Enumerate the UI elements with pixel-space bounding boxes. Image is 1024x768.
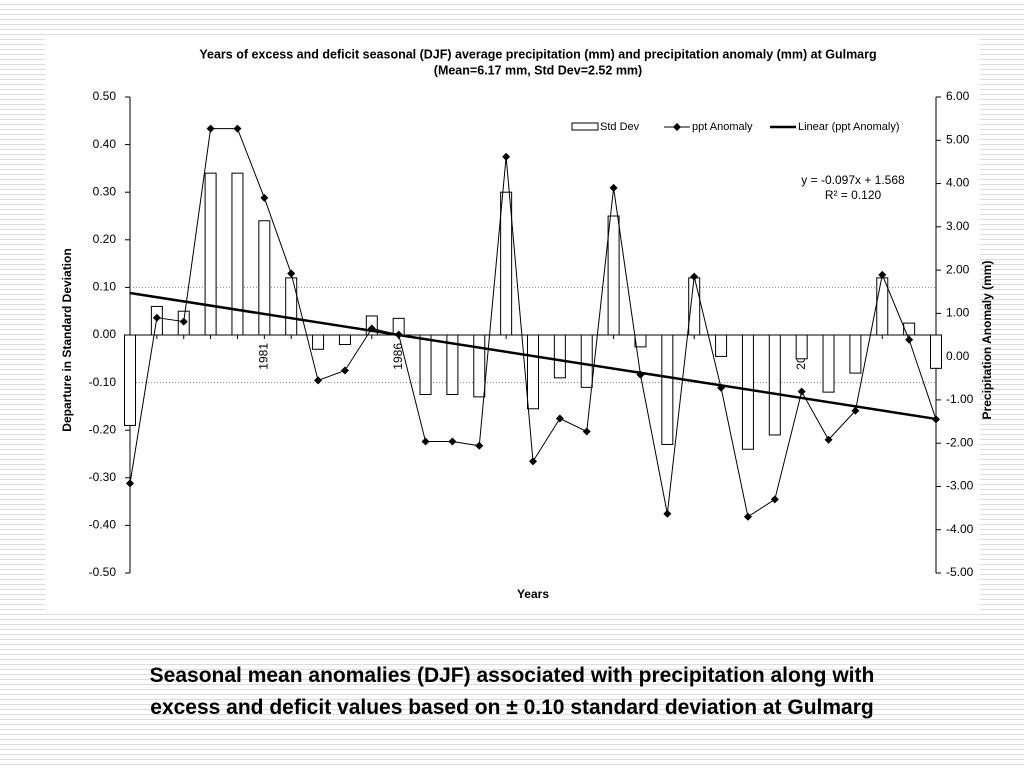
bar bbox=[607, 215, 620, 336]
marker bbox=[448, 437, 457, 446]
marker bbox=[878, 270, 887, 279]
marker bbox=[663, 509, 672, 518]
equation: y = -0.097x + 1.568 bbox=[801, 173, 905, 187]
marker bbox=[851, 406, 860, 415]
r-squared: R² = 0.120 bbox=[825, 188, 882, 202]
marker bbox=[179, 317, 188, 326]
bar bbox=[553, 334, 566, 379]
legend-label: ppt Anomaly bbox=[692, 121, 753, 133]
marker bbox=[582, 427, 591, 436]
y2-tick-label: 6.00 bbox=[946, 89, 970, 103]
y-axis-label: Departure in Standard Deviation bbox=[60, 248, 74, 431]
marker bbox=[475, 441, 484, 450]
y2-tick-label: -4.00 bbox=[946, 522, 974, 536]
y2-tick-label: -5.00 bbox=[946, 565, 974, 579]
bar bbox=[741, 334, 754, 450]
y-tick-label: 0.10 bbox=[93, 280, 117, 294]
y2-tick-label: -2.00 bbox=[946, 435, 974, 449]
bar bbox=[500, 191, 513, 336]
marker bbox=[314, 376, 323, 385]
y2-tick-label: -3.00 bbox=[946, 479, 974, 493]
marker bbox=[152, 313, 161, 322]
bar bbox=[419, 334, 432, 395]
marker bbox=[206, 124, 215, 133]
marker bbox=[797, 387, 806, 396]
caption-line: Seasonal mean anomalies (DJF) associated… bbox=[149, 664, 875, 687]
x-tick-label: 1981 bbox=[257, 343, 271, 370]
bar bbox=[231, 172, 244, 336]
bar bbox=[338, 334, 351, 346]
marker bbox=[824, 435, 833, 444]
y2-tick-label: 2.00 bbox=[946, 262, 970, 276]
marker bbox=[555, 414, 564, 423]
marker bbox=[287, 269, 296, 278]
caption-line: excess and deficit values based on ± 0.1… bbox=[150, 696, 874, 719]
marker bbox=[502, 152, 511, 161]
legend-marker bbox=[673, 123, 681, 131]
y-tick-label: -0.40 bbox=[89, 518, 117, 532]
bar bbox=[527, 334, 539, 410]
bar bbox=[903, 322, 916, 336]
bar bbox=[473, 334, 486, 398]
bar bbox=[849, 334, 862, 374]
bar bbox=[822, 334, 835, 393]
legend-label: Linear (ppt Anomaly) bbox=[798, 121, 900, 133]
x-axis-label: Years bbox=[517, 587, 549, 601]
chart-subtitle: (Mean=6.17 mm, Std Dev=2.52 mm) bbox=[434, 63, 642, 77]
chart-panel bbox=[45, 38, 980, 612]
bar bbox=[876, 277, 889, 336]
y2-tick-label: 5.00 bbox=[946, 132, 970, 146]
y2-tick-label: 0.00 bbox=[946, 349, 970, 363]
marker bbox=[770, 495, 779, 504]
marker bbox=[905, 335, 914, 344]
marker bbox=[743, 512, 752, 521]
y-tick-label: 0.00 bbox=[93, 327, 117, 341]
marker bbox=[690, 272, 699, 281]
y-tick-label: -0.50 bbox=[89, 565, 117, 579]
y2-tick-label: 1.00 bbox=[946, 306, 970, 320]
marker bbox=[609, 183, 618, 192]
y2-tick-label: 4.00 bbox=[946, 176, 970, 190]
y-tick-label: 0.30 bbox=[93, 184, 117, 198]
bar bbox=[258, 220, 271, 336]
bar bbox=[768, 334, 781, 436]
y-tick-label: 0.50 bbox=[93, 89, 117, 103]
bar bbox=[312, 334, 325, 350]
bar bbox=[124, 334, 136, 426]
y2-tick-label: 3.00 bbox=[946, 219, 970, 233]
bar bbox=[795, 334, 808, 360]
legend-swatch bbox=[571, 122, 599, 131]
bar bbox=[285, 277, 298, 336]
bar bbox=[930, 334, 942, 369]
x-tick-label: 1986 bbox=[391, 343, 405, 370]
bar bbox=[204, 172, 217, 336]
marker bbox=[421, 437, 430, 446]
bar bbox=[661, 334, 674, 445]
bar bbox=[446, 334, 459, 395]
y-tick-label: -0.30 bbox=[89, 470, 117, 484]
caption: Seasonal mean anomalies (DJF) associated… bbox=[0, 660, 1024, 724]
marker bbox=[126, 479, 134, 488]
marker bbox=[260, 193, 269, 202]
trend-line bbox=[129, 291, 937, 421]
y-tick-label: 0.20 bbox=[93, 232, 117, 246]
y2-tick-label: -1.00 bbox=[946, 392, 974, 406]
legend-label: Std Dev bbox=[600, 121, 640, 133]
bar bbox=[715, 334, 728, 357]
marker bbox=[233, 124, 242, 133]
marker bbox=[529, 457, 537, 466]
marker bbox=[340, 366, 349, 375]
y-tick-label: -0.10 bbox=[89, 375, 117, 389]
chart-title: Years of excess and deficit seasonal (DJ… bbox=[199, 47, 876, 61]
bar bbox=[634, 334, 647, 348]
y-tick-label: -0.20 bbox=[89, 422, 117, 436]
chart: Years of excess and deficit seasonal (DJ… bbox=[60, 47, 994, 601]
bar bbox=[580, 334, 593, 388]
y2-axis-label: Precipitation Anomaly (mm) bbox=[980, 261, 994, 420]
y-tick-label: 0.40 bbox=[93, 137, 117, 151]
